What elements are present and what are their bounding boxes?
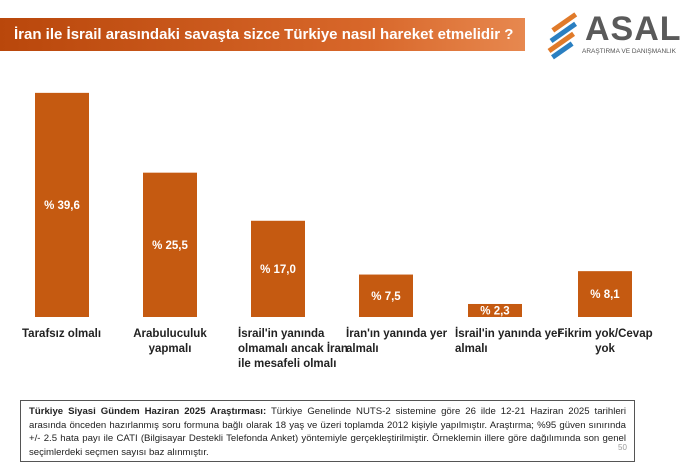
value-label: % 39,6 (44, 200, 80, 212)
x-tick-label: İsrail'in yanında olmamalı ancak İran il… (238, 328, 348, 370)
logo-name: ASAL (585, 10, 680, 48)
bar (359, 274, 413, 317)
value-label: % 8,1 (590, 289, 620, 301)
value-label: % 2,3 (480, 306, 509, 318)
value-label: % 25,5 (152, 240, 188, 252)
bar (143, 172, 197, 317)
bar (35, 92, 89, 317)
footnote: Türkiye Siyasi Gündem Haziran 2025 Araşt… (20, 400, 635, 462)
logo-tagline: ARAŞTIRMA VE DANIŞMANLIK (582, 48, 676, 55)
footnote-text: Türkiye Genelinde NUTS-2 sistemine göre … (29, 406, 626, 458)
x-tick-label: İran'ın yanında yer almalı (346, 328, 448, 355)
chart-title: İran ile İsrail arasındaki savaşta sizce… (0, 18, 525, 51)
bar (578, 271, 632, 317)
x-tick-label: Arabuluculuk yapmalı (133, 328, 207, 355)
x-tick-label: Tarafsız olmalı (22, 328, 102, 340)
logo-icon (547, 12, 578, 60)
value-label: % 17,0 (260, 264, 296, 276)
x-tick-label: İsrail'in yanında yer almalı (455, 328, 562, 355)
bar (251, 220, 305, 317)
bar (468, 303, 522, 317)
value-label: % 7,5 (371, 291, 401, 303)
footnote-heading: Türkiye Siyasi Gündem Haziran 2025 Araşt… (29, 406, 267, 417)
page-number: 50 (618, 443, 627, 452)
x-tick-label: Fikrim yok/Cevap yok (557, 328, 653, 355)
